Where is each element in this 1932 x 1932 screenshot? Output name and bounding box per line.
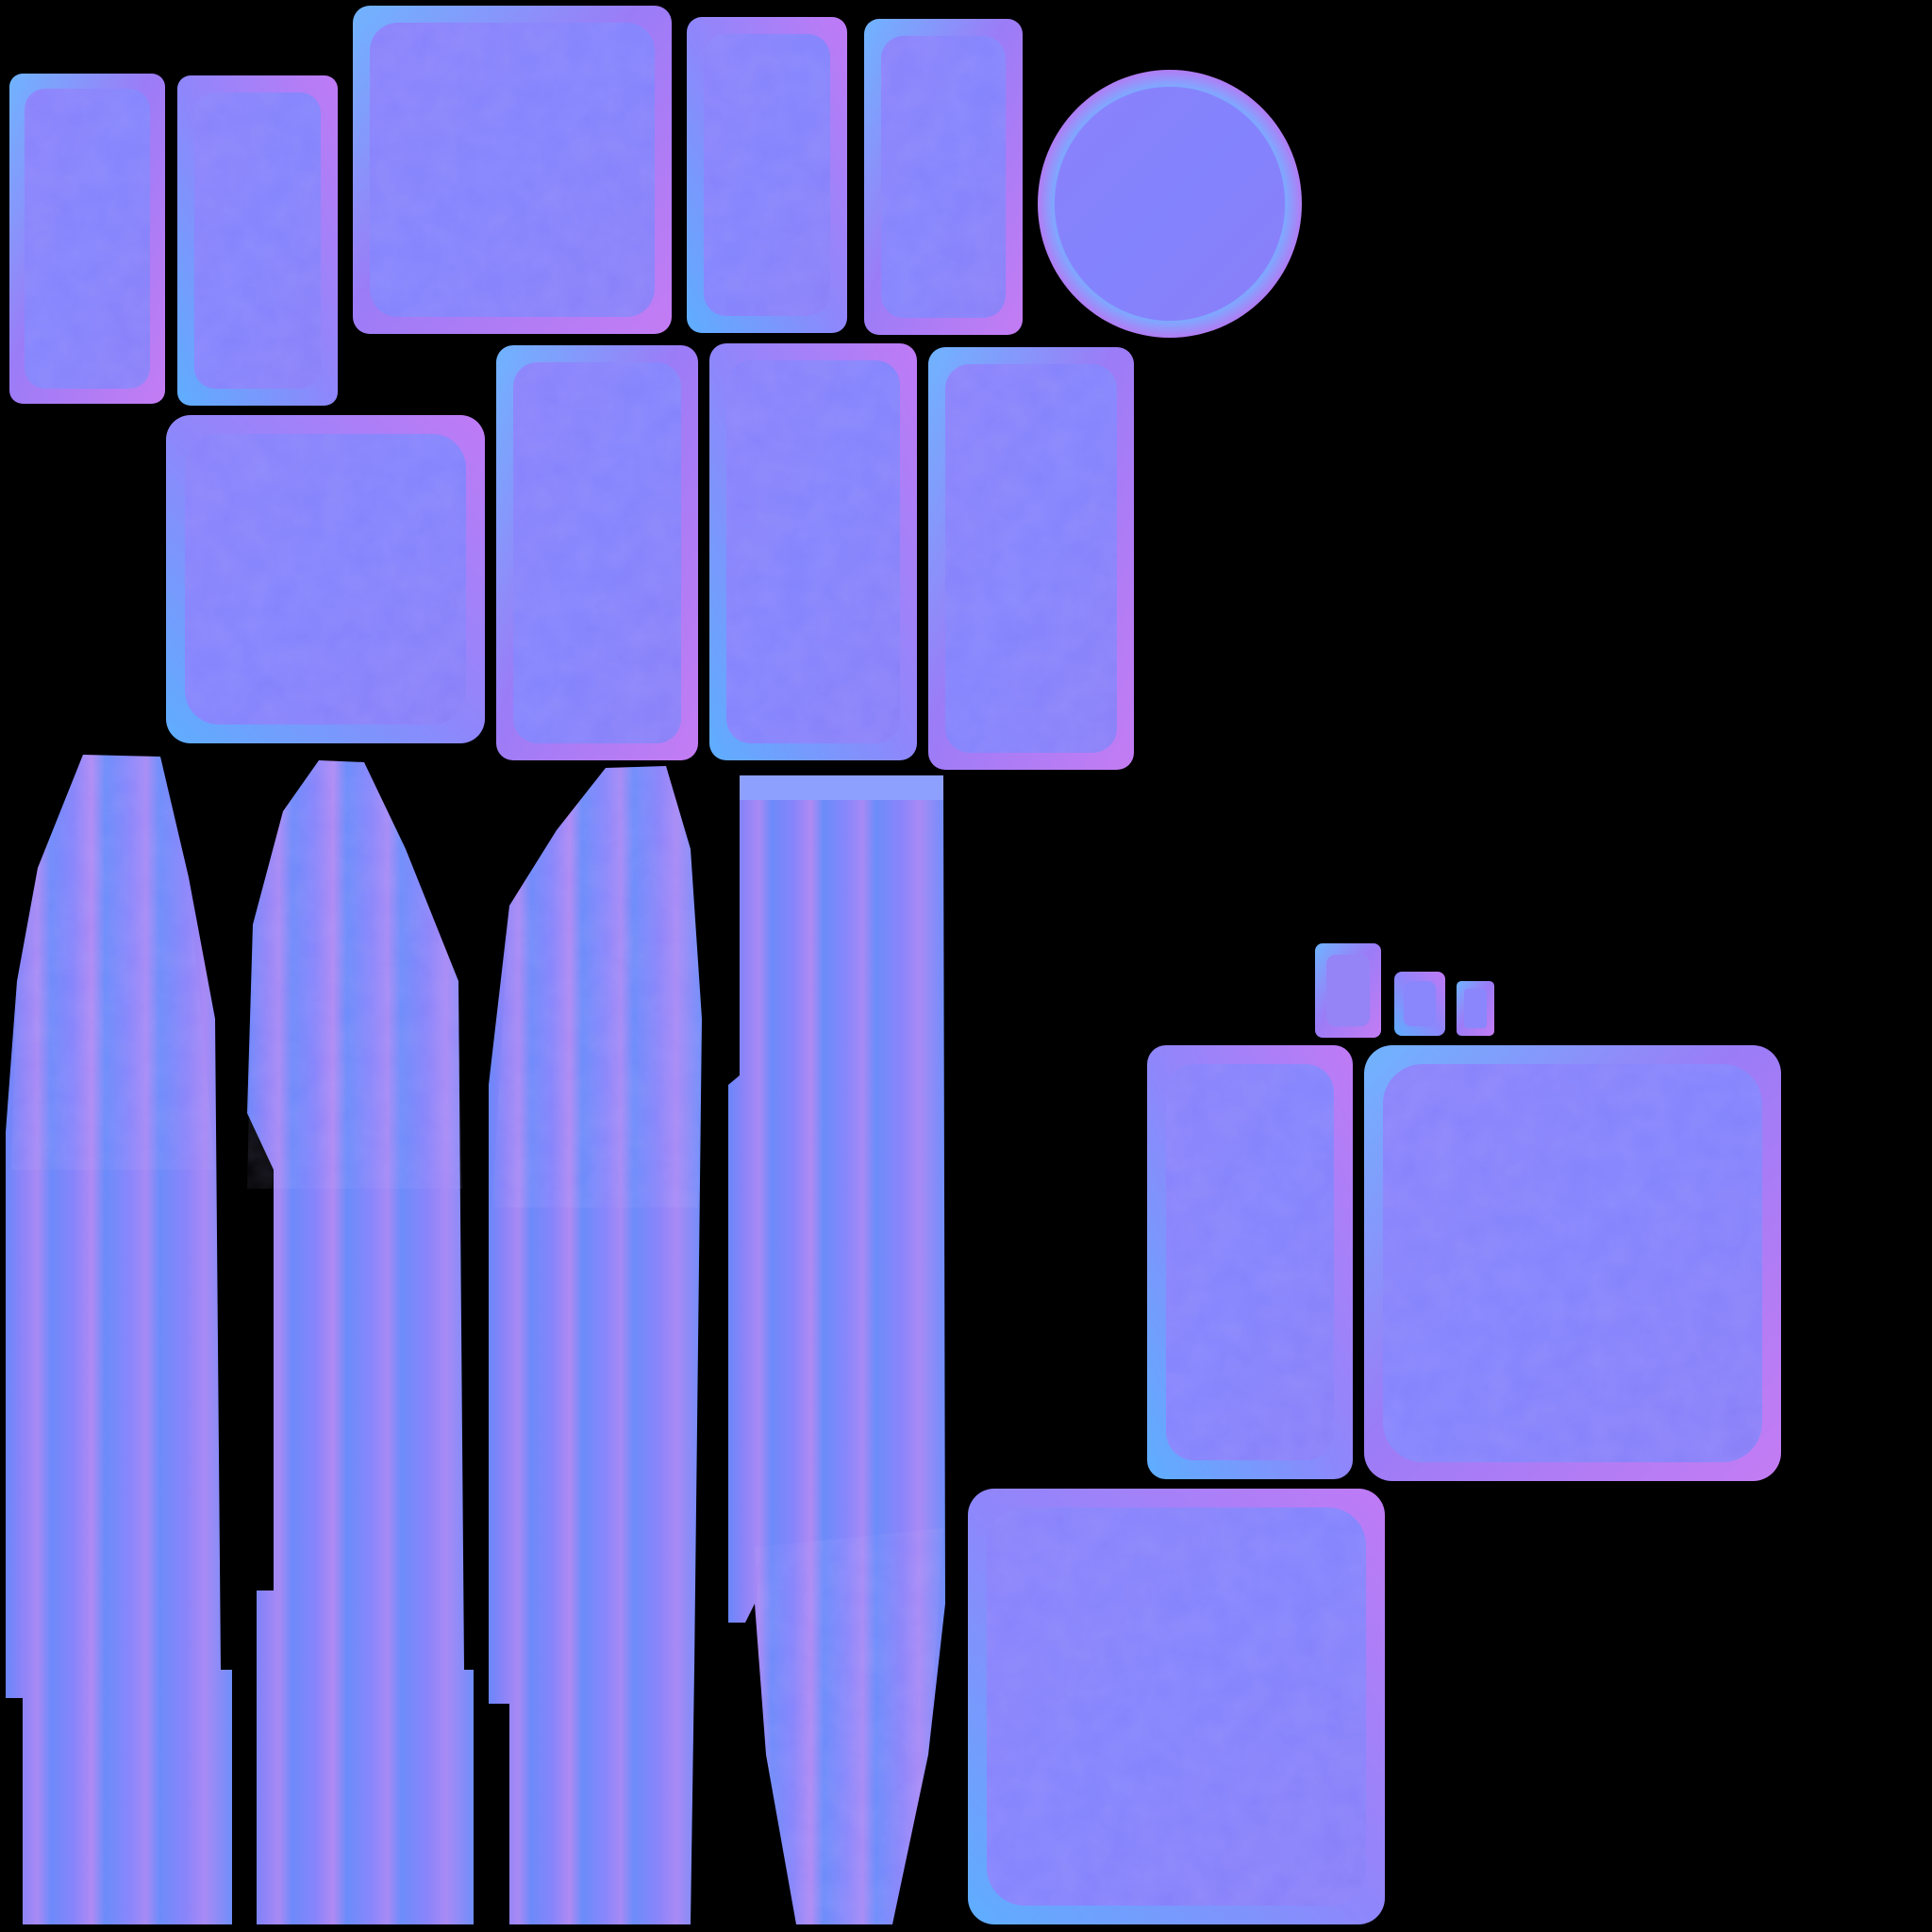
stone-tile-1 bbox=[9, 74, 165, 404]
stone-tile-3 bbox=[353, 6, 672, 334]
small-chip-2 bbox=[1394, 972, 1445, 1036]
stone-tile-4 bbox=[687, 17, 847, 333]
stone-tile-9 bbox=[928, 347, 1134, 770]
pillar-strip-1 bbox=[6, 755, 232, 1924]
small-chip-1 bbox=[1315, 943, 1381, 1038]
stone-tile-5 bbox=[864, 19, 1023, 335]
stone-tile-6 bbox=[166, 415, 485, 743]
pillar-strip-3 bbox=[489, 766, 702, 1924]
pillar-strip-4 bbox=[728, 775, 945, 1924]
stone-tile-round bbox=[1038, 70, 1302, 338]
stone-tile-2 bbox=[177, 75, 338, 406]
stone-tile-12 bbox=[968, 1489, 1385, 1924]
small-chip-3 bbox=[1457, 981, 1494, 1036]
stone-tile-7 bbox=[496, 345, 698, 760]
stone-tile-10 bbox=[1147, 1045, 1353, 1479]
stone-tile-8 bbox=[709, 343, 917, 760]
stone-tile-11 bbox=[1364, 1045, 1781, 1481]
pillar-strip-2 bbox=[247, 760, 474, 1924]
